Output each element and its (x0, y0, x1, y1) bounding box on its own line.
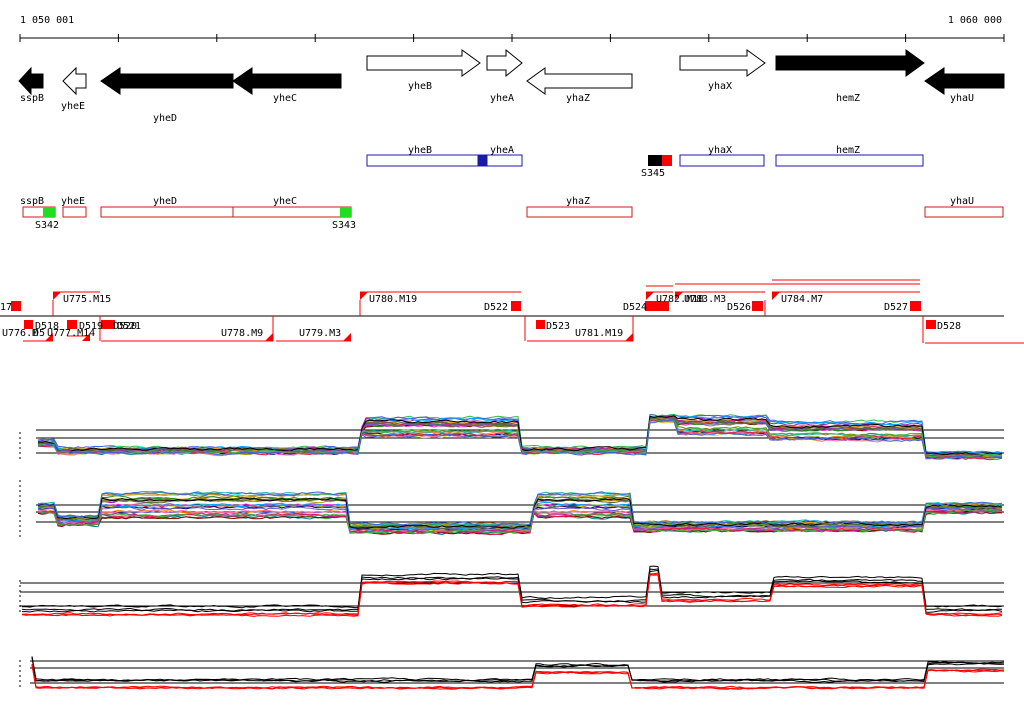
operon-box-hemZ[interactable] (775, 154, 924, 167)
gene-arrow-yheD[interactable] (100, 67, 234, 95)
operon-box-yhaZ[interactable] (526, 206, 633, 218)
gene-arrow-yheA[interactable] (486, 48, 523, 78)
operon-box-yhaU[interactable] (924, 206, 1004, 218)
gene-label-yhaU: yhaU (950, 93, 974, 104)
coordinate-ruler: 1 050 001 1 060 000 (19, 15, 1005, 42)
segment-start-flags (45, 292, 780, 341)
gene-label-yhaZ: yhaZ (566, 93, 590, 104)
gene-label-yheD: yheD (153, 113, 177, 124)
expression-panel-antisense-conditions (36, 491, 1004, 536)
segment-label-D528: D528 (937, 321, 961, 332)
site-marker-S343[interactable] (340, 207, 351, 217)
segment-label-U782-M18: U782.M18 (656, 294, 704, 305)
segment-label-D518: D518 (35, 321, 59, 332)
gene-label-yhaX: yhaX (708, 81, 732, 92)
gene-label-yheC: yheC (273, 93, 297, 104)
segment-label-U780-M19: U780.M19 (369, 294, 417, 305)
site-label-S345: S345 (641, 168, 665, 179)
segment-label-D5: D5 (33, 328, 45, 339)
segment-label-U778-M9: U778.M9 (221, 328, 263, 339)
gene-arrow-yheC[interactable] (232, 67, 342, 95)
segment-label-D522: D522 (484, 302, 508, 313)
gene-annotation-track: sspB yheE yheD yheC yheB yheA yhaZ yhaX … (18, 48, 1005, 124)
operon-label-yheE: yheE (61, 196, 85, 207)
segment-label-D521: D521 (117, 321, 141, 332)
operon-box-yheE[interactable] (62, 206, 87, 218)
segment-label-D527: D527 (884, 302, 908, 313)
operon-label-sspB: sspB (20, 196, 44, 207)
gene-label-yheE: yheE (61, 101, 85, 112)
operon-label-yheD: yheD (153, 196, 177, 207)
site-marker-S342[interactable] (43, 207, 55, 217)
gene-arrow-yhaX[interactable] (679, 49, 766, 77)
segment-boundaries (11, 301, 936, 329)
expression-panel-sense-conditions (36, 413, 1004, 461)
segment-label-U781-M19: U781.M19 (575, 328, 623, 339)
gene-arrow-yheB[interactable] (366, 49, 481, 77)
operon-label-hemZ: hemZ (836, 145, 860, 156)
expression-panel-sense-replicates (20, 565, 1004, 617)
segment-label-U784-M7: U784.M7 (781, 294, 823, 305)
gene-label-yheA: yheA (490, 93, 514, 104)
segment-label-U779-M3: U779.M3 (299, 328, 341, 339)
segment-track: 17 U775.M15 U780.M19 D522 D524 U782.M18 … (0, 279, 1024, 344)
expression-panel-antisense-replicates (30, 656, 1005, 690)
operon-marker-blue (477, 154, 488, 167)
ruler-start-label: 1 050 001 (20, 15, 74, 26)
operon-label-yhaU: yhaU (950, 196, 974, 207)
segment-lines-upper (53, 279, 920, 293)
site-marker-S345-black[interactable] (648, 155, 662, 166)
operon-label-yheC: yheC (273, 196, 297, 207)
segment-label-U775-M15: U775.M15 (63, 294, 111, 305)
segment-label-D524: D524 (623, 302, 647, 313)
operon-box-yheB-yheA[interactable] (366, 154, 523, 167)
operon-label-yheB: yheB (408, 145, 432, 156)
site-label-S343: S343 (332, 220, 356, 231)
segment-label-U783-M3: U783.M3 (684, 294, 726, 305)
site-label-S342: S342 (35, 220, 59, 231)
segment-label-D523: D523 (546, 321, 570, 332)
gene-arrow-yheE[interactable] (62, 66, 87, 96)
ruler-ticks (19, 34, 1005, 42)
operon-track-sense: yheB yheA S345 yhaX hemZ (366, 145, 924, 179)
segment-label-D519: D519 (79, 321, 103, 332)
segment-lines-lower (23, 335, 1024, 344)
gene-arrow-yhaU[interactable] (924, 67, 1005, 95)
operon-label-yheA: yheA (490, 145, 514, 156)
segment-label-D526: D526 (727, 302, 751, 313)
operon-box-yheD-yheC[interactable] (100, 206, 352, 218)
gene-label-yheB: yheB (408, 81, 432, 92)
gene-arrow-hemZ[interactable] (775, 49, 925, 77)
gene-label-sspB: sspB (20, 93, 44, 104)
segment-label-D520: D520 (113, 321, 137, 332)
gene-label-hemZ: hemZ (836, 93, 860, 104)
site-marker-S345-red[interactable] (662, 155, 672, 166)
ruler-end-label: 1 060 000 (948, 15, 1002, 26)
segment-label-17: 17 (0, 302, 12, 313)
segment-ticks (52, 300, 924, 343)
operon-box-yhaX[interactable] (679, 154, 765, 167)
operon-label-yhaZ: yhaZ (566, 196, 590, 207)
segment-label-U777-M14: U777.M14 (47, 328, 95, 339)
operon-label-yhaX: yhaX (708, 145, 732, 156)
gene-arrow-yhaZ[interactable] (526, 67, 633, 95)
operon-track-antisense: sspB S342 yheE yheD yheC S343 yhaZ yhaU (20, 196, 1004, 231)
segment-label-U776: U776.M (2, 328, 38, 339)
gene-arrow-sspB[interactable] (18, 66, 44, 96)
